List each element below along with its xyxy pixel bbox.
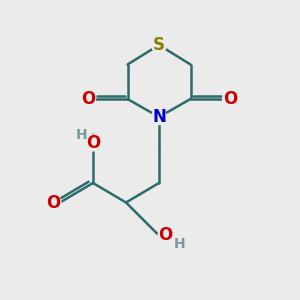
Text: O: O: [158, 226, 173, 244]
Text: H: H: [76, 128, 87, 142]
Text: O: O: [46, 194, 61, 211]
Circle shape: [152, 38, 166, 52]
Circle shape: [223, 92, 238, 106]
Circle shape: [85, 136, 100, 151]
Text: N: N: [152, 108, 166, 126]
Circle shape: [158, 228, 173, 243]
Text: O: O: [86, 134, 100, 152]
Circle shape: [80, 92, 95, 106]
Text: ·: ·: [91, 128, 95, 142]
Circle shape: [46, 195, 61, 210]
Text: O: O: [81, 90, 95, 108]
Text: H: H: [174, 238, 186, 251]
Circle shape: [152, 110, 166, 124]
Text: O: O: [223, 90, 237, 108]
Text: S: S: [153, 36, 165, 54]
